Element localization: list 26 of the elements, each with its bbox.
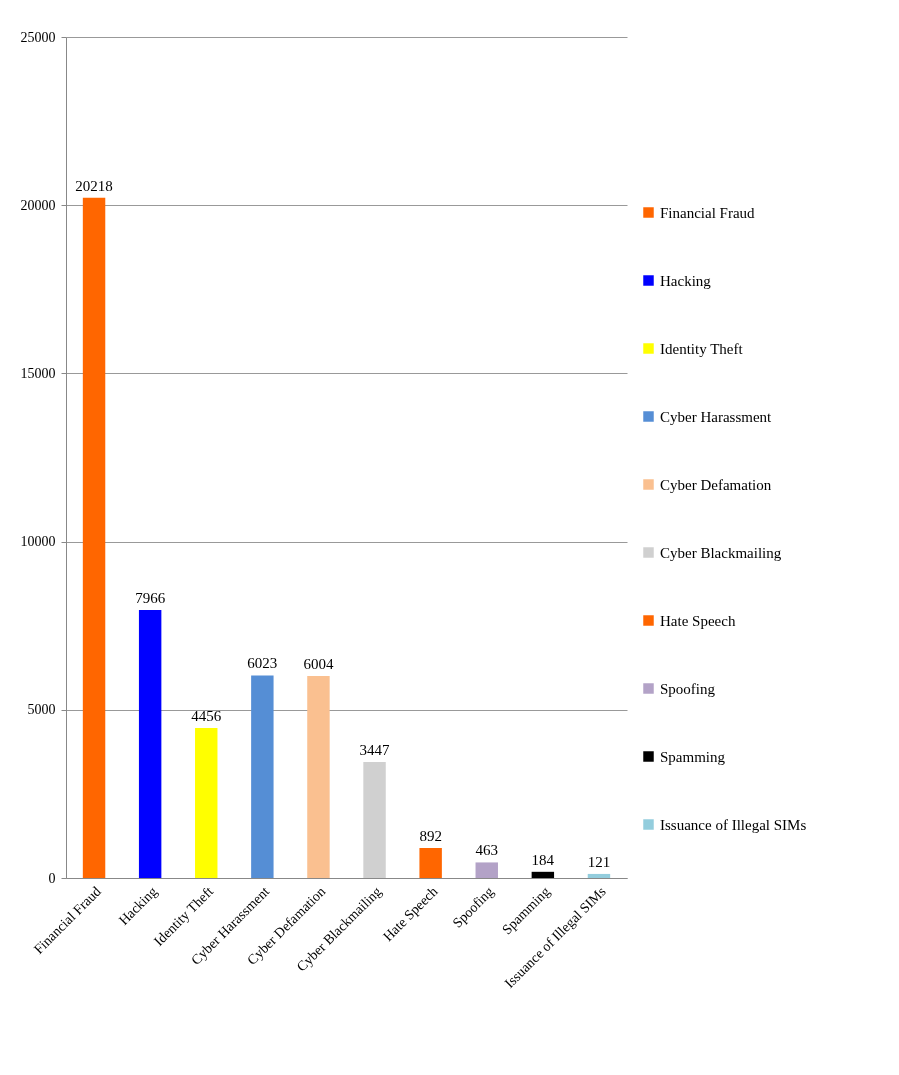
data-label: 6023: [247, 655, 278, 672]
y-tick-label: 15000: [20, 365, 56, 381]
legend-label: Issuance of Illegal SIMs: [660, 816, 807, 833]
legend-label: Spoofing: [660, 680, 716, 697]
y-tick-label: 0: [48, 870, 56, 886]
data-label: 892: [419, 827, 442, 844]
legend-label: Cyber Blackmailing: [660, 544, 782, 561]
y-tick-label: 10000: [20, 534, 56, 550]
data-label: 121: [587, 853, 611, 870]
data-label: 3447: [359, 742, 391, 759]
legend-label: Hacking: [660, 272, 712, 289]
legend-label: Cyber Harassment: [660, 408, 773, 425]
data-label: 20218: [75, 177, 113, 194]
y-tick-label: 5000: [27, 702, 56, 718]
data-label: 4456: [191, 708, 222, 725]
data-label: 7966: [135, 590, 166, 607]
data-label: 6004: [303, 656, 334, 673]
legend-label: Identity Theft: [660, 340, 744, 357]
y-tick-label: 20000: [20, 197, 56, 213]
legend-label: Financial Fraud: [660, 204, 756, 221]
legend-label: Spamming: [660, 748, 726, 765]
legend-label: Hate Speech: [660, 612, 736, 629]
data-label: 463: [475, 842, 498, 859]
y-tick-label: 25000: [20, 29, 56, 45]
legend-label: Cyber Defamation: [660, 476, 772, 493]
data-label: 184: [531, 851, 555, 868]
